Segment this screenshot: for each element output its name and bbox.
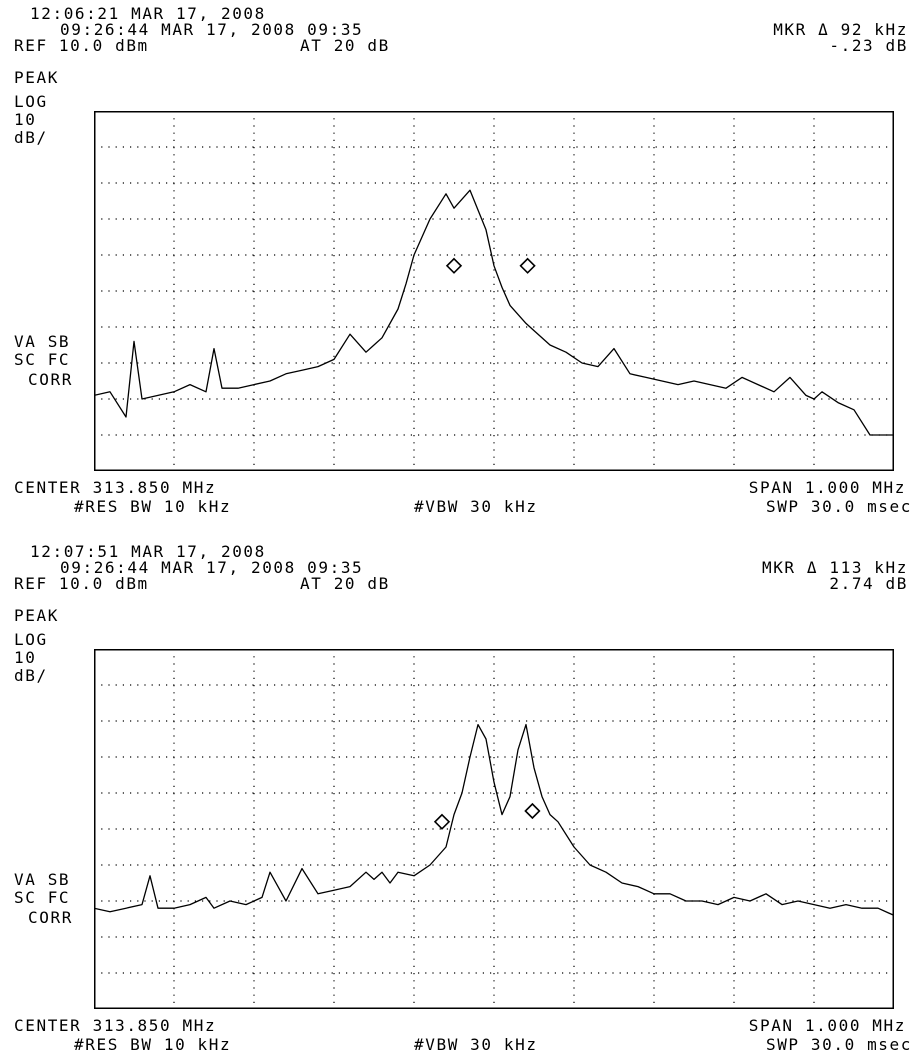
annotation-corr: CORR xyxy=(28,370,73,389)
video-bandwidth: #VBW 30 kHz xyxy=(414,1035,538,1054)
marker-delta-value: -.23 dB xyxy=(829,36,908,55)
scale-type-label: LOG xyxy=(14,92,48,111)
scale-value-label: 10 xyxy=(14,648,37,667)
marker-diamond-0 xyxy=(445,257,463,274)
annotation-corr: CORR xyxy=(28,908,73,927)
plot-area xyxy=(94,649,894,1009)
header-line-2: 09:26:44 MAR 17, 2008 09:35 xyxy=(60,20,364,39)
reference-level: REF 10.0 dBm xyxy=(14,574,149,593)
annotation-sc-fc: SC FC xyxy=(14,888,71,907)
timestamp: 12:06:21 MAR 17, 2008 xyxy=(30,4,266,23)
marker-delta: MKR Δ 113 kHz xyxy=(761,558,908,577)
plot-frame xyxy=(94,649,894,1009)
spectrum-panel-1: 12:06:21 MAR 17, 2008 09:26:44 MAR 17, 2… xyxy=(0,0,914,525)
marker-diamond-1 xyxy=(524,802,541,820)
annotation-va-sb: VA SB xyxy=(14,332,71,351)
trace-line-0 xyxy=(94,189,894,436)
detector-label: PEAK xyxy=(14,68,59,87)
scale-value-label: 10 xyxy=(14,110,37,129)
scale-type-label: LOG xyxy=(14,630,48,649)
annotation-sc-fc: SC FC xyxy=(14,350,71,369)
sweep-time: SWP 30.0 msec xyxy=(765,1035,912,1054)
resolution-bandwidth: #RES BW 10 kHz xyxy=(74,1035,232,1054)
plot-frame xyxy=(94,111,894,471)
spectrum-panel-2: 12:07:51 MAR 17, 2008 09:26:44 MAR 17, 2… xyxy=(0,538,914,1063)
marker-diamond-0 xyxy=(433,813,451,830)
center-frequency: CENTER 313.850 MHz xyxy=(14,1016,217,1035)
marker-delta-value: 2.74 dB xyxy=(829,574,908,593)
marker-delta: MKR Δ 92 kHz xyxy=(773,20,908,39)
trace-line-0 xyxy=(94,723,894,916)
attenuation: AT 20 dB xyxy=(300,36,390,55)
scale-unit-label: dB/ xyxy=(14,128,48,147)
scale-unit-label: dB/ xyxy=(14,666,48,685)
attenuation: AT 20 dB xyxy=(300,574,390,593)
video-bandwidth: #VBW 30 kHz xyxy=(414,497,538,516)
spectrum-plot xyxy=(94,111,894,471)
annotation-va-sb: VA SB xyxy=(14,870,71,889)
header-line-2: 09:26:44 MAR 17, 2008 09:35 xyxy=(60,558,364,577)
sweep-time: SWP 30.0 msec xyxy=(765,497,912,516)
spectrum-plot xyxy=(94,649,894,1009)
span: SPAN 1.000 MHz xyxy=(748,1016,906,1035)
plot-area xyxy=(94,111,894,471)
marker-diamond-1 xyxy=(519,257,536,274)
span: SPAN 1.000 MHz xyxy=(748,478,906,497)
center-frequency: CENTER 313.850 MHz xyxy=(14,478,217,497)
resolution-bandwidth: #RES BW 10 kHz xyxy=(74,497,232,516)
timestamp: 12:07:51 MAR 17, 2008 xyxy=(30,542,266,561)
reference-level: REF 10.0 dBm xyxy=(14,36,149,55)
detector-label: PEAK xyxy=(14,606,59,625)
